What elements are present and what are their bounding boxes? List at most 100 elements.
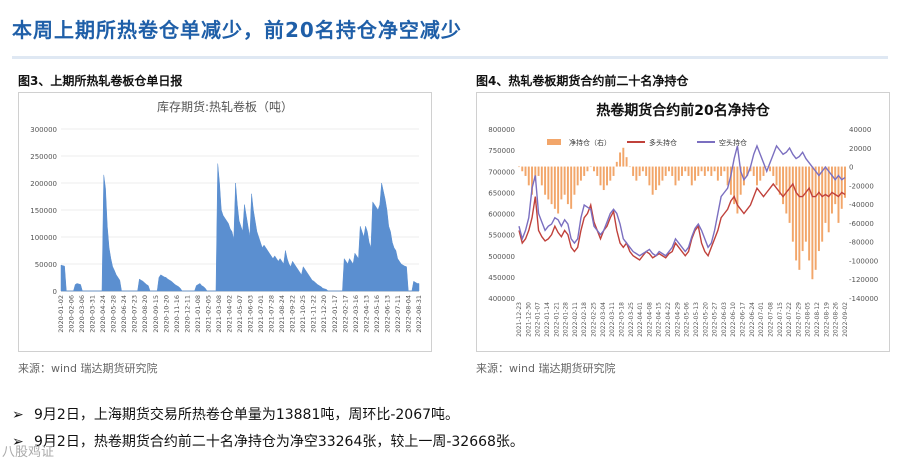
x-tick-label: 2022-02-11: [572, 302, 579, 337]
net-position-bar: [674, 166, 677, 186]
x-tick-label: 2022-07-29: [795, 302, 802, 337]
x-tick-label: 2022-01-28: [563, 302, 570, 337]
left-chart-panel: 库存期货:热轧卷板（吨） 0 50000 100000 150000 200000 250…: [18, 92, 432, 352]
x-tick-label: 2020-03-06: [78, 295, 86, 333]
left-source: 来源：wind 瑞达期货研究院: [18, 362, 158, 375]
right-y-tick-label: -100000: [849, 257, 878, 265]
net-position-bar: [808, 166, 811, 261]
x-tick-label: 2020-10-20: [162, 295, 170, 333]
net-position-bar: [671, 166, 674, 176]
net-position-bar: [765, 166, 768, 168]
right-y-tick-label: -80000: [849, 239, 874, 247]
net-position-bar: [804, 166, 807, 242]
x-tick-label: 2020-09-15: [152, 295, 160, 333]
x-tick-label: 2022-06-13: [383, 295, 391, 333]
net-position-bar: [778, 166, 781, 195]
right-y-tick-label: -60000: [849, 220, 874, 228]
x-tick-label: 2021-12-20: [320, 295, 328, 333]
y-tick-label: 300000: [30, 126, 57, 134]
y-tick-label: 50000: [35, 261, 57, 269]
x-tick-label: 2022-08-04: [404, 295, 412, 333]
net-position-bar: [547, 166, 550, 200]
net-position-bar: [801, 166, 804, 252]
x-tick-label: 2022-07-01: [758, 302, 765, 337]
net-position-bar: [664, 166, 667, 176]
left-y-tick-label: 400000: [488, 295, 515, 303]
x-tick-label: 2022-01-21: [553, 302, 560, 337]
net-position-bar: [553, 166, 556, 209]
x-tick-label: 2020-06-24: [120, 295, 128, 333]
net-position-bar: [573, 166, 576, 195]
x-tick-label: 2020-11-16: [173, 295, 181, 333]
left-y-tick-label: 750000: [488, 147, 515, 155]
x-tick-label: 2021-03-08: [215, 295, 223, 333]
net-position-bar: [830, 166, 833, 214]
net-position-bar: [658, 166, 661, 186]
net-position-bar: [560, 166, 563, 200]
net-position-bar: [837, 166, 840, 223]
bullet-list: ➢ 9月2日，上海期货交易所热卷仓单量为13881吨，周环比-2067吨。 ➢ 9月…: [12, 402, 524, 456]
x-tick-label: 2022-07-11: [394, 295, 402, 333]
net-position-bar: [834, 166, 837, 205]
net-position-bar: [700, 166, 703, 172]
net-position-bar: [762, 166, 765, 176]
net-position-bar: [593, 166, 595, 172]
x-tick-label: 2022-05-06: [684, 302, 691, 337]
y-tick-label: 0: [53, 288, 57, 296]
x-tick-label: 2022-04-29: [674, 302, 681, 337]
x-tick-label: 2020-08-20: [141, 295, 149, 333]
net-position-bar: [599, 166, 602, 186]
net-position-bar: [746, 166, 749, 176]
net-position-bar: [606, 166, 608, 186]
net-position-bar: [811, 166, 814, 280]
bullet-text: 9月2日，热卷期货合约前二十名净持仓为净空33264张，较上一周-32668张。: [34, 434, 524, 450]
net-position-bar: [615, 161, 618, 167]
x-tick-label: 2020-04-24: [99, 295, 107, 333]
x-tick-label: 2020-01-02: [57, 295, 65, 333]
x-tick-label: 2022-02-18: [581, 302, 588, 337]
x-tick-label: 2021-12-23: [516, 302, 523, 337]
net-position-bar: [628, 166, 631, 168]
x-tick-label: 2022-05-27: [712, 302, 719, 337]
x-tick-label: 2022-08-12: [814, 302, 821, 337]
x-tick-label: 2022-07-15: [777, 302, 784, 337]
bullet-item: ➢ 9月2日，热卷期货合约前二十名净持仓为净空33264张，较上一周-32668张…: [12, 429, 524, 456]
net-position-bar: [667, 166, 670, 172]
x-tick-label: 2021-12-30: [525, 302, 532, 337]
net-position-bar: [827, 166, 830, 233]
net-position-bar: [726, 166, 729, 186]
net-position-bar: [612, 166, 615, 176]
net-position-bar: [697, 166, 700, 176]
x-tick-label: 2021-06-03: [247, 295, 255, 333]
net-position-bar: [795, 166, 798, 261]
x-tick-label: 2022-06-03: [721, 302, 728, 337]
x-tick-label: 2020-07-23: [131, 295, 139, 333]
net-position-bar: [563, 166, 566, 195]
short-position-line: [518, 143, 846, 257]
x-tick-label: 2020-12-11: [183, 295, 191, 333]
right-chart-title: 热卷期货合约前20名净持仓: [596, 102, 770, 119]
net-position-bar: [596, 166, 599, 176]
x-tick-label: 2021-08-24: [278, 295, 286, 333]
right-y-tick-label: 40000: [849, 126, 871, 134]
x-tick-label: 2022-07-22: [786, 302, 793, 337]
net-position-bar: [720, 166, 723, 176]
net-position-bar: [625, 157, 628, 167]
x-tick-label: 2022-05-16: [373, 295, 381, 333]
net-position-bar: [540, 166, 543, 186]
net-position-bar: [661, 166, 664, 181]
x-tick-label: 2022-04-08: [646, 302, 653, 337]
net-position-bar: [723, 166, 726, 172]
net-position-bar: [736, 166, 739, 214]
legend-label: 空头持仓: [719, 138, 747, 147]
right-y-tick-label: 0: [849, 164, 853, 172]
x-tick-label: 2022-08-26: [833, 302, 840, 337]
net-position-bar: [632, 166, 635, 176]
bullet-item: ➢ 9月2日，上海期货交易所热卷仓单量为13881吨，周环比-2067吨。: [12, 402, 524, 429]
x-tick-label: 2022-02-25: [591, 302, 598, 337]
right-chart-panel: 热卷期货合约前20名净持仓 净持仓（右） 多头持仓 空头持仓 400000 45000…: [476, 92, 890, 352]
net-position-bar: [759, 166, 762, 181]
right-y-tick-label: 20000: [849, 145, 871, 153]
net-position-bar: [817, 166, 820, 252]
net-position-bar: [844, 166, 846, 198]
